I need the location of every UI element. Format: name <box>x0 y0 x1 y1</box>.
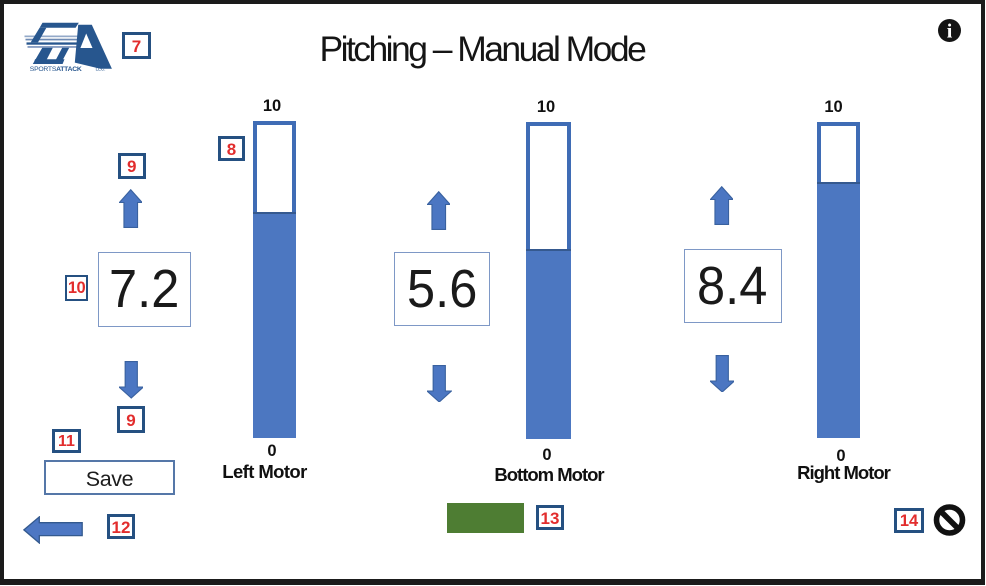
svg-text:LLC.: LLC. <box>96 67 106 73</box>
svg-text:SPORTSATTACK: SPORTSATTACK <box>30 66 82 73</box>
svg-text:i: i <box>946 21 952 42</box>
